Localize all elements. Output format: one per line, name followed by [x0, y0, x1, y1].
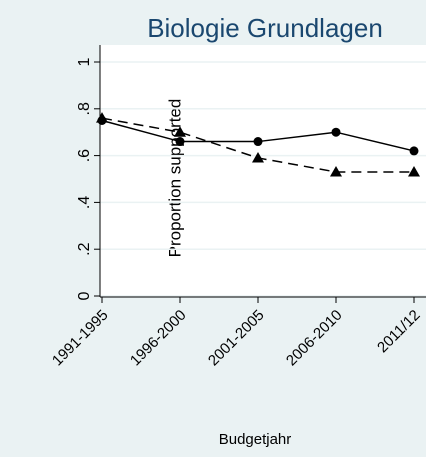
chart-title: Biologie Grundlagen	[147, 13, 383, 43]
marker	[409, 146, 419, 156]
marker	[96, 112, 108, 123]
x-axis-label: Budgetjahr	[219, 431, 292, 448]
marker	[175, 137, 185, 147]
plot-region	[100, 45, 426, 297]
marker	[252, 151, 264, 163]
marker	[331, 127, 341, 137]
y-tick-label: .6	[76, 149, 93, 162]
marker	[330, 165, 342, 177]
marker	[253, 137, 263, 147]
y-tick-label: .4	[76, 196, 93, 209]
y-tick-label: 1	[76, 57, 93, 66]
y-axis-label: Proportion supported	[165, 99, 184, 258]
y-tick-label: .2	[76, 242, 93, 255]
marker	[408, 165, 420, 177]
y-tick-label: 0	[76, 291, 93, 300]
marker	[174, 126, 186, 137]
y-tick-label: .8	[76, 102, 93, 115]
